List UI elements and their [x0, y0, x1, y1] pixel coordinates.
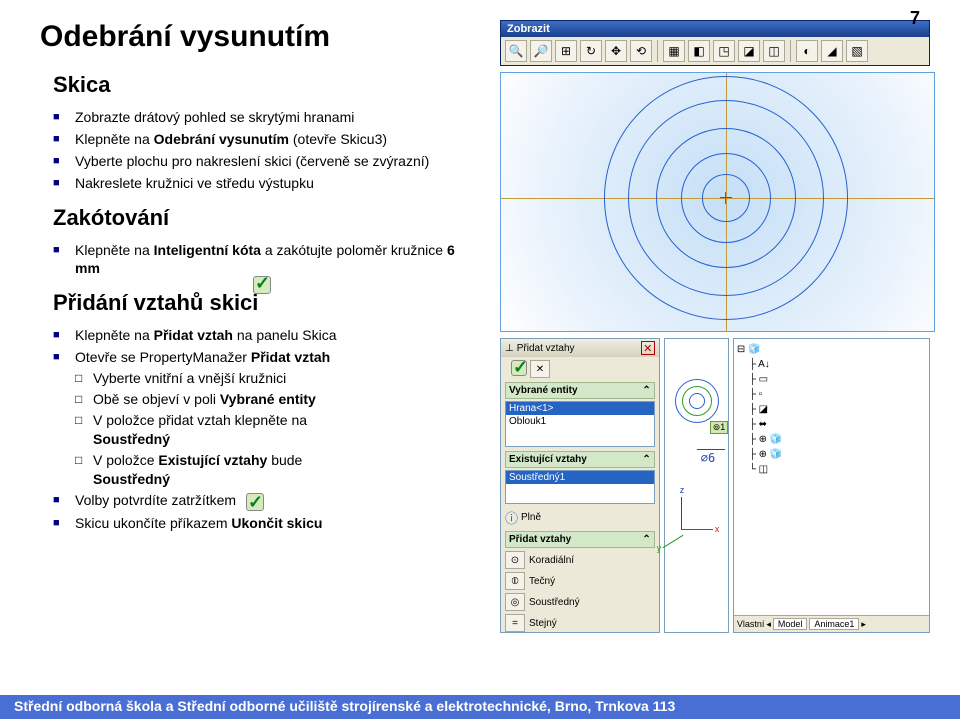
sub-bullet: V položce Existující vztahy budeSoustřed…: [93, 451, 480, 489]
toolbar-window: Zobrazit 🔍 🔎 ⊞ ↻ ✥ ⟲ ▦ ◧ ◳ ◪ ◫ ◐ ◢ ▧: [500, 20, 930, 66]
footer: Střední odborná škola a Střední odborné …: [0, 695, 960, 719]
sub-bullet: Obě se objeví v poli Vybrané entity: [93, 390, 480, 409]
checkmark-icon: [253, 276, 271, 294]
cancel-button[interactable]: ✕: [530, 360, 550, 378]
right-column: Zobrazit 🔍 🔎 ⊞ ↻ ✥ ⟲ ▦ ◧ ◳ ◪ ◫ ◐ ◢ ▧: [480, 20, 930, 633]
tool-button[interactable]: ⟲: [630, 40, 652, 62]
subtitle-pridani: Přidání vztahů skici: [53, 290, 480, 316]
tab-animation[interactable]: Animace1: [809, 618, 859, 630]
existing-list[interactable]: Soustředný1: [505, 470, 655, 504]
main-title: Odebrání vysunutím: [40, 20, 480, 54]
bullet: Klepněte na Odebrání vysunutím (otevře S…: [73, 130, 480, 149]
page-number: 7: [910, 8, 920, 29]
tool-button[interactable]: ▦: [663, 40, 685, 62]
sketch-viewport[interactable]: [500, 72, 935, 332]
property-manager-panel: ⊥Přidat vztahy ✕ ✕ Vybrané entity⌃ Hrana…: [500, 338, 660, 633]
toolbar-row: 🔍 🔎 ⊞ ↻ ✥ ⟲ ▦ ◧ ◳ ◪ ◫ ◐ ◢ ▧: [501, 37, 929, 65]
pm-section-add[interactable]: Přidat vztahy⌃: [505, 531, 655, 548]
ok-button[interactable]: [511, 360, 527, 376]
rel-row[interactable]: =Stejný: [505, 614, 655, 632]
dimension-label: ⌀6: [701, 451, 715, 465]
tool-button[interactable]: ◧: [688, 40, 710, 62]
tree-tabs: Vlastní ◂ Model Animace1 ▸: [734, 615, 929, 632]
tab-own[interactable]: Vlastní: [737, 619, 765, 629]
tool-button[interactable]: ◪: [738, 40, 760, 62]
tool-button[interactable]: ◐: [796, 40, 818, 62]
constraint-flag: ⊚1: [710, 421, 729, 434]
bullet: Vyberte plochu pro nakreslení skici (čer…: [73, 152, 480, 171]
feature-tree[interactable]: ⊟ 🧊 ├ A↓ ├ ▭ ├ ▫ ├ ◪ ├ ⬌ ├ ⊕ 🧊 ├ ⊕ 🧊 └ ◫: [734, 339, 929, 615]
tool-button[interactable]: 🔎: [530, 40, 552, 62]
tool-button[interactable]: ⊞: [555, 40, 577, 62]
tool-button[interactable]: ▧: [846, 40, 868, 62]
rel-row[interactable]: ⊙Koradiální: [505, 551, 655, 569]
tool-button[interactable]: 🔍: [505, 40, 527, 62]
tool-button[interactable]: ◢: [821, 40, 843, 62]
toolbar-title: Zobrazit: [501, 21, 929, 37]
pm-info: ⓘPlně: [505, 508, 655, 527]
subtitle-skica: Skica: [53, 72, 480, 98]
tool-button[interactable]: ◫: [763, 40, 785, 62]
bullet: Volby potvrdíte zatržítkem: [73, 491, 480, 510]
pm-header: ⊥Přidat vztahy ✕: [501, 339, 659, 357]
bullet: Nakreslete kružnici ve středu výstupku: [73, 174, 480, 193]
bullet: Skicu ukončíte příkazem Ukončit skicu: [73, 514, 480, 533]
bullet: Klepněte na Přidat vztah na panelu Skica: [73, 326, 480, 345]
checkmark-icon: [246, 493, 264, 511]
rel-row[interactable]: ◎Soustředný: [505, 593, 655, 611]
pm-section-existing[interactable]: Existující vztahy⌃: [505, 451, 655, 468]
left-column: Odebrání vysunutím Skica Zobrazte drátov…: [45, 20, 480, 633]
sub-bullet: Vyberte vnitřní a vnější kružnici: [93, 369, 480, 388]
tool-button[interactable]: ◳: [713, 40, 735, 62]
bullet: Zobrazte drátový pohled se skrytými hran…: [73, 108, 480, 127]
tool-button[interactable]: ✥: [605, 40, 627, 62]
tool-button[interactable]: ↻: [580, 40, 602, 62]
sub-bullet: V položce přidat vztah klepněte naSoustř…: [93, 411, 480, 449]
subtitle-zakotovani: Zakótování: [53, 205, 480, 231]
pm-section-selected[interactable]: Vybrané entity⌃: [505, 382, 655, 399]
tree-panel: ⊟ 🧊 ├ A↓ ├ ▭ ├ ▫ ├ ◪ ├ ⬌ ├ ⊕ 🧊 ├ ⊕ 🧊 └ ◫…: [733, 338, 930, 633]
rel-row[interactable]: ⦶Tečný: [505, 572, 655, 590]
tab-model[interactable]: Model: [773, 618, 808, 630]
origin-icon: [720, 192, 732, 204]
mini-view[interactable]: ⊚1 ⌀6 z x y: [664, 338, 729, 633]
bullet: Otevře se PropertyManažer Přidat vztah V…: [73, 348, 480, 488]
bullet: Klepněte na Inteligentní kóta a zakótujt…: [73, 241, 480, 279]
close-icon[interactable]: ✕: [641, 341, 655, 355]
selected-list[interactable]: Hrana<1> Oblouk1: [505, 401, 655, 447]
